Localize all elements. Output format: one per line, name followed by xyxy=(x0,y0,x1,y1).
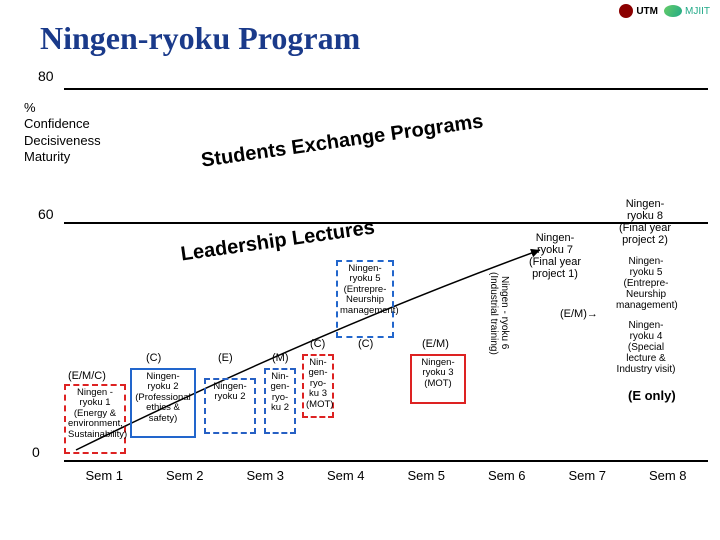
nr5-desc: (Entrepre- Neurship management) xyxy=(340,285,390,316)
nr8-name: Ningen- ryoku 8 xyxy=(616,198,674,222)
utm-logo: UTM xyxy=(619,4,658,18)
mot2-name: Ningen- ryoku 3 xyxy=(414,358,462,379)
page-root: UTM MJIIT Ningen-ryoku Program 80 60 0 %… xyxy=(0,0,720,540)
nr8-desc: (Final year project 2) xyxy=(616,222,674,246)
box-r-nr5: Ningen- ryoku 5 (Entrepre- Neurship mana… xyxy=(614,254,678,314)
r-nr4-name: Ningen- ryoku 4 xyxy=(616,320,676,342)
mjiit-swoosh-icon xyxy=(664,5,682,17)
nr1-desc: (Energy & environment, Sustainability) xyxy=(68,409,122,440)
ytick-60: 60 xyxy=(38,206,54,222)
nr7-name: Ningen- ryoku 7 xyxy=(526,232,584,256)
r-nr4-desc: (Special lecture & Industry visit) xyxy=(616,342,676,375)
code-e: (E) xyxy=(218,352,233,364)
mjiit-text: MJIIT xyxy=(685,6,710,17)
nr2-desc: (Professional ethics & safety) xyxy=(134,393,192,424)
yaxis-dec: Decisiveness xyxy=(24,133,101,148)
yaxis-conf: Confidence xyxy=(24,116,90,131)
sem-1: Sem 1 xyxy=(64,468,145,483)
mot2-desc: (MOT) xyxy=(414,379,462,389)
nr6-name: Ningen - ryoku 6 xyxy=(499,276,510,349)
xaxis-semesters: Sem 1 Sem 2 Sem 3 Sem 4 Sem 5 Sem 6 Sem … xyxy=(64,468,708,483)
sem-5: Sem 5 xyxy=(386,468,467,483)
mjiit-logo: MJIIT xyxy=(664,5,710,17)
box-nr8: Ningen- ryoku 8 (Final year project 2) xyxy=(614,196,676,252)
box-nr5: Ningen- ryoku 5 (Entrepre- Neurship mana… xyxy=(336,260,394,338)
box-nr6: Ningen - ryoku 6 (Industrial training) xyxy=(486,258,512,368)
nr5-name: Ningen- ryoku 5 xyxy=(340,264,390,285)
box-nr7: Ningen- ryoku 7 (Final year project 1) xyxy=(524,230,586,286)
code-m: (M) xyxy=(272,352,289,364)
nr1-name: Ningen - ryoku 1 xyxy=(68,388,122,409)
nr3c-desc: (MOT) xyxy=(306,400,330,410)
gridline-0 xyxy=(64,460,708,462)
sem-8: Sem 8 xyxy=(628,468,709,483)
nr3b-name: Nin- gen- ryo- ku 2 xyxy=(268,372,292,414)
yaxis-label: % Confidence Decisiveness Maturity xyxy=(24,100,101,165)
box-nr3a: Ningen- ryoku 2 xyxy=(204,378,256,434)
gridline-60 xyxy=(64,222,708,224)
code-em-arrow: (E/M)→ xyxy=(560,308,598,320)
nr3a-name: Ningen- ryoku 2 xyxy=(208,382,252,403)
box-r-nr4: Ningen- ryoku 4 (Special lecture & Indus… xyxy=(614,318,678,382)
code-em: (E/M) xyxy=(422,338,449,350)
logo-bar: UTM MJIIT xyxy=(619,4,710,18)
yaxis-mat: Maturity xyxy=(24,149,70,164)
sem-6: Sem 6 xyxy=(467,468,548,483)
sem-7: Sem 7 xyxy=(547,468,628,483)
r-nr5-desc: (Entrepre- Neurship management) xyxy=(616,278,676,311)
nr6-desc: (Industrial training) xyxy=(488,272,499,355)
box-nr2: Ningen- ryoku 2 (Professional ethics & s… xyxy=(130,368,196,438)
yaxis-pct: % xyxy=(24,100,36,115)
chart-area: 80 60 0 % Confidence Decisiveness Maturi… xyxy=(20,70,708,520)
box-nr3c: Nin- gen- ryo- ku 3 (MOT) xyxy=(302,354,334,418)
sem-4: Sem 4 xyxy=(306,468,387,483)
sem-2: Sem 2 xyxy=(145,468,226,483)
utm-text: UTM xyxy=(636,6,658,17)
box-mot2: Ningen- ryoku 3 (MOT) xyxy=(410,354,466,404)
code-c3: (C) xyxy=(358,338,373,350)
angled-label-top: Students Exchange Programs xyxy=(200,110,485,172)
box-nr1: Ningen - ryoku 1 (Energy & environment, … xyxy=(64,384,126,454)
sem-3: Sem 3 xyxy=(225,468,306,483)
nr3c-name: Nin- gen- ryo- ku 3 xyxy=(306,358,330,400)
code-emc: (E/M/C) xyxy=(68,370,106,382)
r-nr5-name: Ningen- ryoku 5 xyxy=(616,256,676,278)
page-title: Ningen-ryoku Program xyxy=(40,20,360,57)
ytick-80: 80 xyxy=(38,68,54,84)
gridline-80 xyxy=(64,88,708,90)
code-e-only: (E only) xyxy=(628,388,676,403)
code-c1: (C) xyxy=(146,352,161,364)
code-c2: (C) xyxy=(310,338,325,350)
ytick-0: 0 xyxy=(32,444,40,460)
nr2-name: Ningen- ryoku 2 xyxy=(134,372,192,393)
utm-crest-icon xyxy=(619,4,633,18)
box-nr3b: Nin- gen- ryo- ku 2 xyxy=(264,368,296,434)
nr7-desc: (Final year project 1) xyxy=(526,256,584,280)
